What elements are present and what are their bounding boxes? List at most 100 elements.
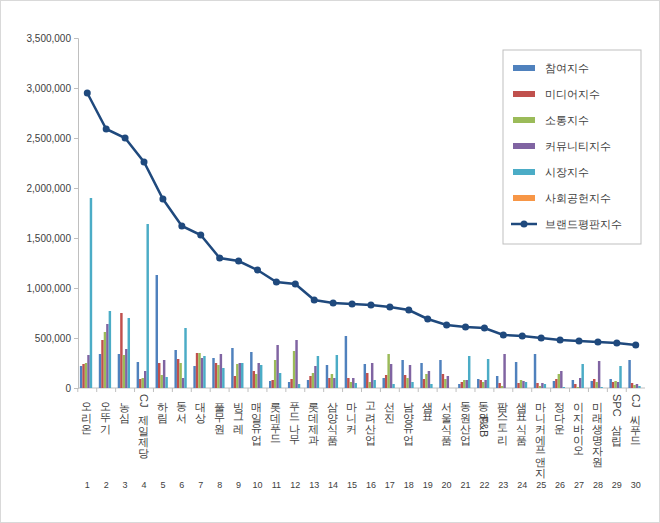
rank-label: 6 — [179, 480, 184, 490]
x-tick-label: 동서 — [176, 394, 188, 424]
legend-label: 시장지수 — [545, 166, 589, 178]
bar — [137, 362, 139, 388]
bar — [82, 364, 84, 388]
bar — [520, 380, 522, 388]
bar — [87, 355, 89, 388]
bar — [534, 354, 536, 388]
bar — [522, 381, 524, 388]
x-tick-label: 팜스토리 — [497, 394, 509, 446]
bar — [392, 384, 394, 388]
rank-label: 12 — [290, 480, 300, 490]
marker — [235, 258, 242, 265]
y-tick-label: 0 — [65, 383, 71, 394]
rank-label: 29 — [612, 480, 622, 490]
marker — [500, 332, 507, 339]
bar — [452, 388, 454, 389]
y-tick: 1,500,000 — [27, 233, 79, 244]
marker — [519, 333, 526, 340]
bar — [198, 353, 200, 388]
bar — [120, 313, 122, 388]
bar — [489, 388, 491, 389]
x-tick-mark — [191, 388, 192, 392]
x-tick-label: 정다운 — [554, 394, 566, 435]
x-tick-mark — [361, 388, 362, 392]
bar — [631, 383, 633, 388]
marker — [330, 300, 337, 307]
x-tick-label: 샘표 — [422, 394, 434, 421]
x-tick-mark — [437, 388, 438, 392]
bar — [428, 371, 430, 388]
bar — [357, 388, 359, 389]
bar — [85, 363, 87, 388]
bar — [149, 388, 151, 389]
bar — [366, 373, 368, 388]
bar — [636, 384, 638, 388]
bar — [142, 378, 144, 388]
x-tick-mark — [493, 388, 494, 392]
marker — [632, 342, 639, 349]
rank-label: 19 — [423, 480, 433, 490]
legend-swatch — [513, 143, 535, 149]
x-tick-label: 매일유업 — [251, 394, 263, 446]
bar — [477, 379, 479, 388]
bar — [174, 350, 176, 388]
bar — [409, 365, 411, 388]
bar — [347, 378, 349, 388]
y-tick-mark — [74, 338, 78, 339]
rank-label: 13 — [309, 480, 319, 490]
bar — [290, 379, 292, 388]
bar — [458, 384, 460, 388]
bar — [641, 388, 643, 389]
bar — [444, 379, 446, 388]
marker — [349, 301, 356, 308]
bar — [215, 363, 217, 388]
x-tick-mark — [266, 388, 267, 392]
bar — [609, 379, 611, 388]
bar — [468, 356, 470, 388]
bar — [184, 328, 186, 388]
x-tick-label: 삼양식품 — [327, 394, 339, 446]
y-tick-label: 1,500,000 — [27, 233, 72, 244]
y-tick-mark — [74, 188, 78, 189]
marker — [159, 196, 166, 203]
bar — [168, 388, 170, 389]
bar — [508, 388, 510, 389]
y-tick-label: 2,000,000 — [27, 183, 72, 194]
chart: 0500,0001,000,0001,500,0002,000,0002,500… — [0, 0, 660, 523]
bar — [201, 358, 203, 388]
bar — [480, 380, 482, 388]
bar — [574, 384, 576, 388]
marker — [405, 307, 412, 314]
bar — [255, 374, 257, 388]
bar — [225, 388, 227, 389]
bar — [555, 379, 557, 388]
bar — [414, 388, 416, 389]
bar — [130, 388, 132, 389]
x-tick-mark — [380, 388, 381, 392]
legend-frame — [503, 50, 641, 244]
bar — [546, 388, 548, 389]
y-tick: 1,000,000 — [27, 283, 79, 294]
bar — [220, 354, 222, 388]
bar — [423, 379, 425, 388]
x-tick-label: 남양유업 — [403, 394, 415, 446]
bar — [274, 360, 276, 388]
legend-swatch — [513, 195, 535, 201]
rank-label: 18 — [404, 480, 414, 490]
rank-label: 28 — [593, 480, 603, 490]
bar — [160, 375, 162, 388]
bar — [572, 380, 574, 388]
bar — [527, 388, 529, 389]
bar — [352, 378, 354, 388]
x-tick-mark — [77, 388, 78, 392]
x-tick-label: CJ씨푸드 — [630, 394, 642, 445]
rank-label: 10 — [252, 480, 262, 490]
y-tick: 3,500,000 — [27, 33, 79, 44]
y-tick-mark — [74, 138, 78, 139]
y-tick-mark — [74, 88, 78, 89]
x-tick-mark — [248, 388, 249, 392]
legend-swatch — [521, 221, 528, 228]
x-tick-mark — [153, 388, 154, 392]
bar — [373, 380, 375, 388]
bar — [333, 378, 335, 388]
